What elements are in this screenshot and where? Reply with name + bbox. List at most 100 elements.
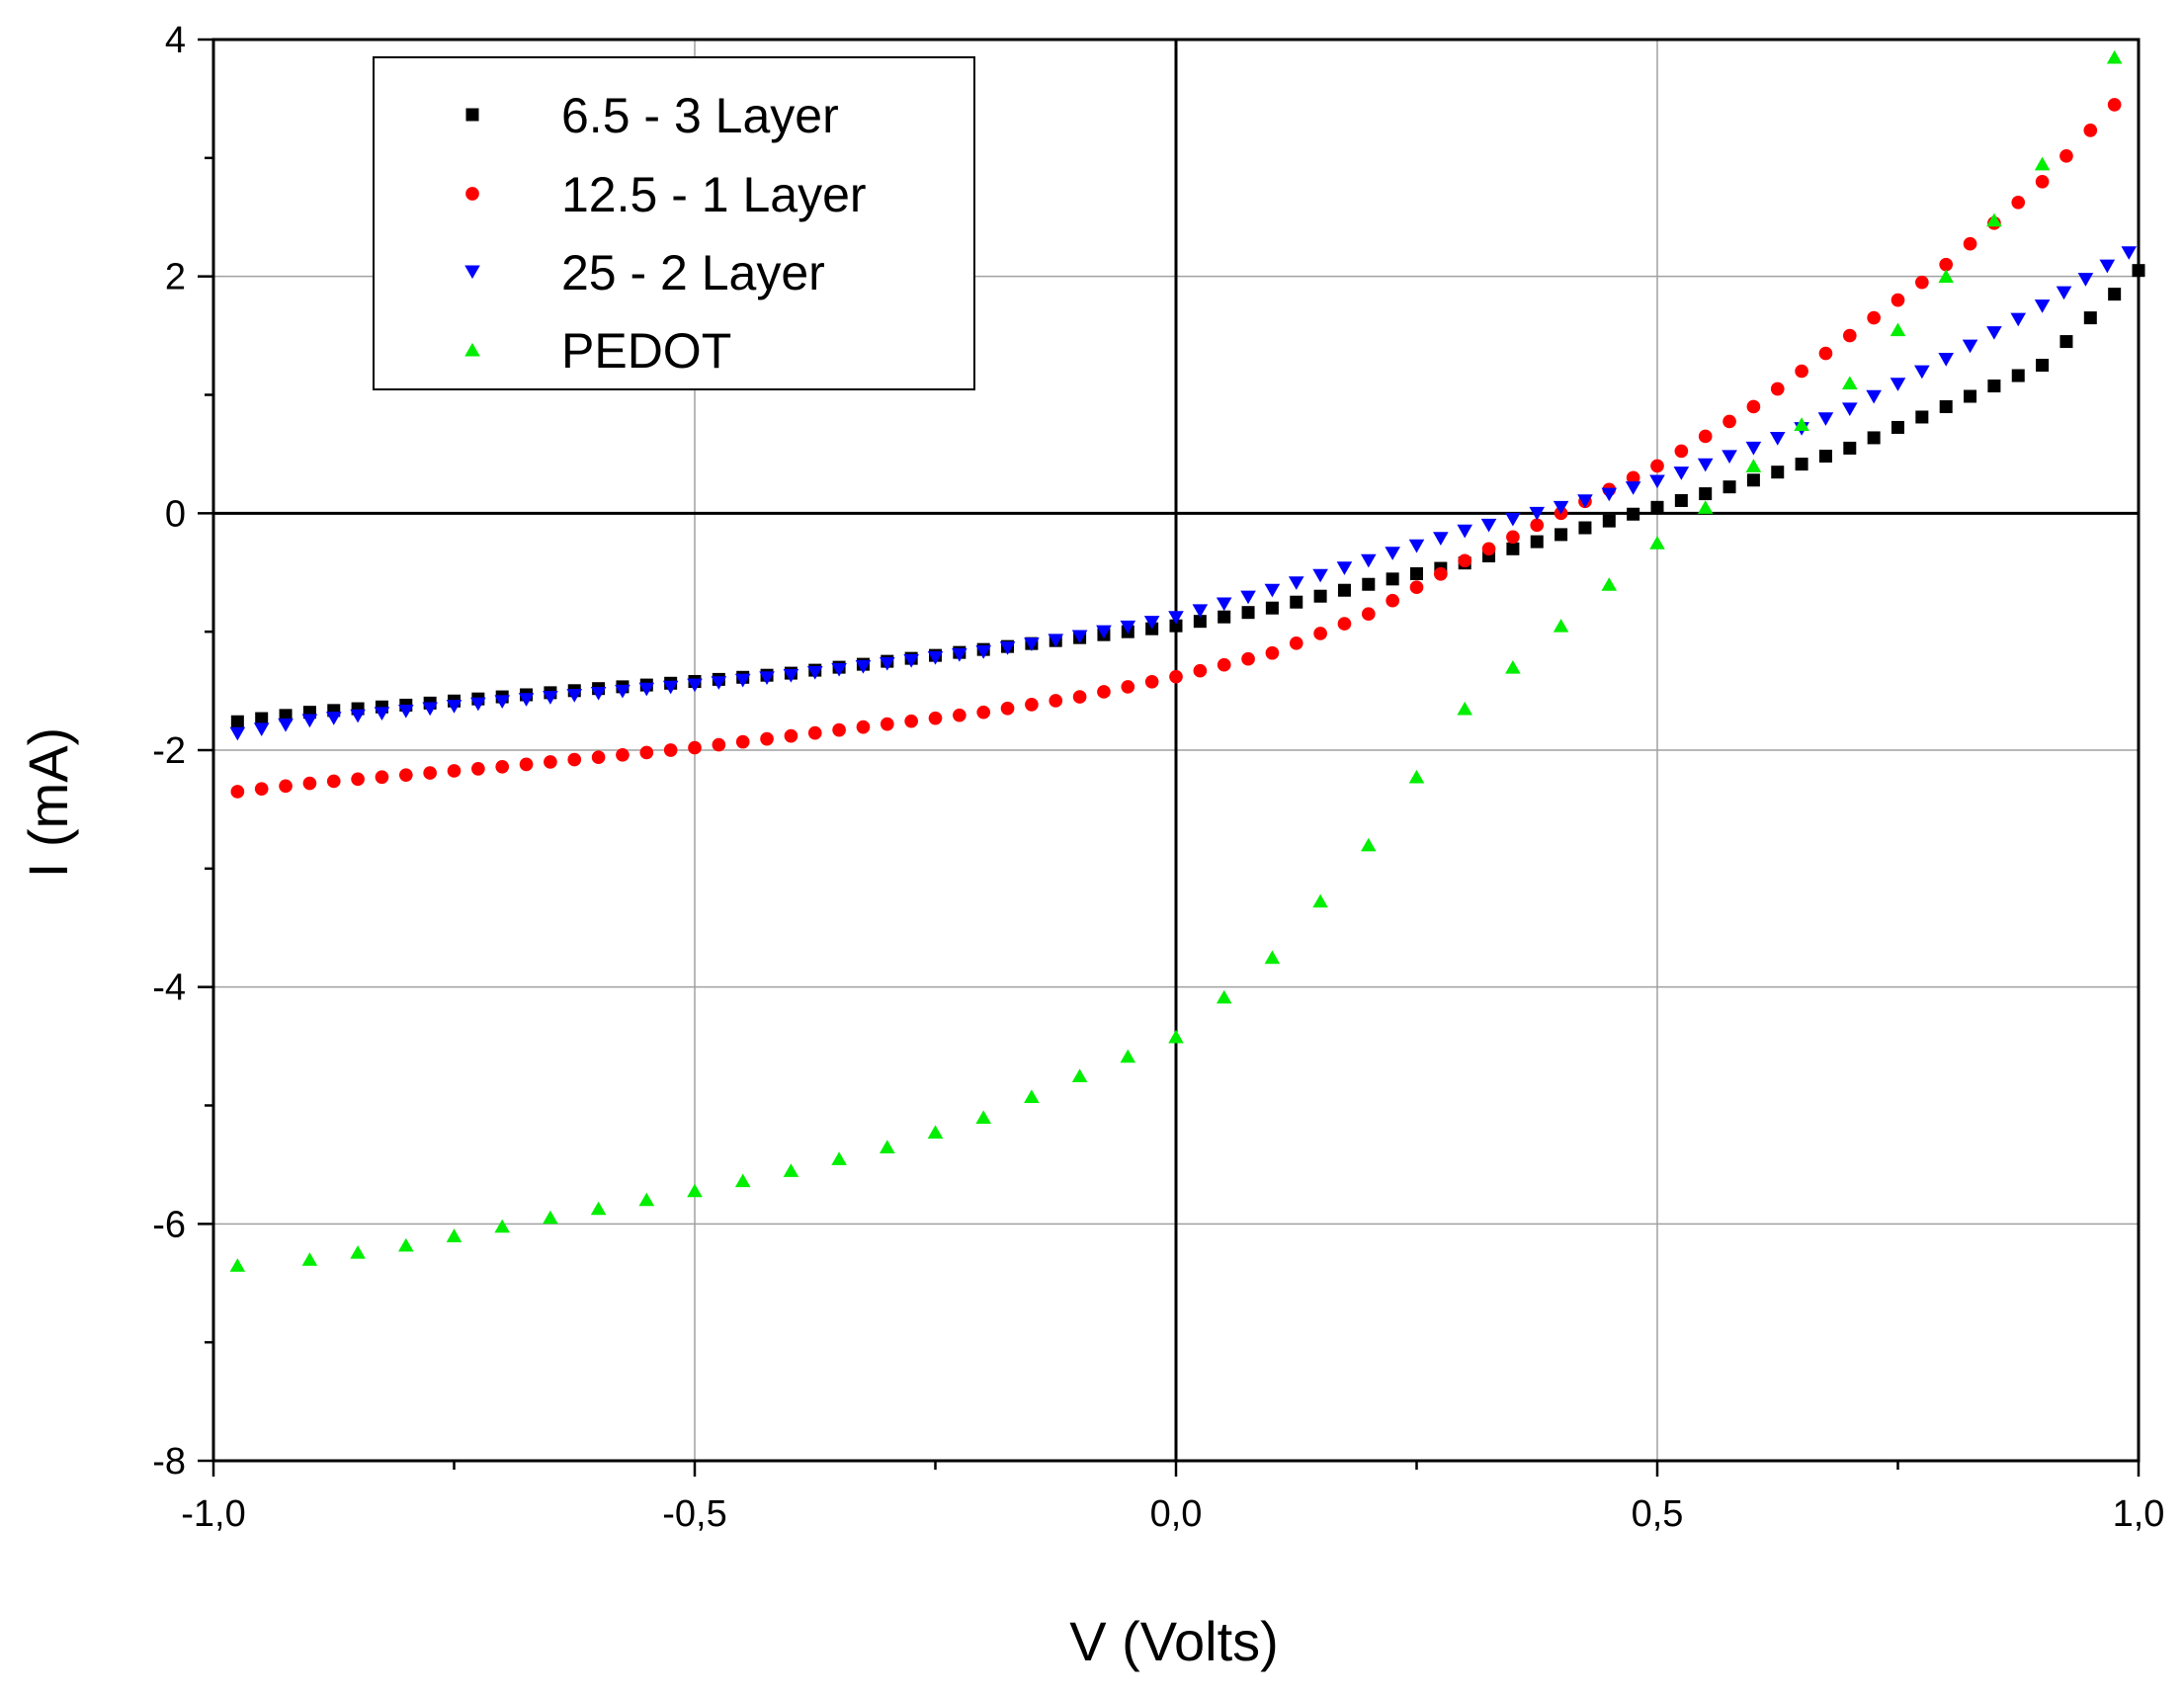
data-point <box>1408 539 1425 553</box>
data-point <box>880 657 895 671</box>
data-point <box>301 714 318 728</box>
data-point <box>350 709 366 723</box>
data-point <box>832 722 846 737</box>
data-point <box>1097 685 1111 699</box>
series-25-2-layer <box>229 246 2138 741</box>
data-point <box>470 697 486 712</box>
data-point <box>446 700 462 714</box>
data-point <box>1530 535 1544 549</box>
data-point <box>831 1151 847 1165</box>
data-point <box>734 673 751 688</box>
data-point <box>1962 339 1978 354</box>
data-point <box>1722 450 1737 464</box>
data-point <box>927 1125 944 1139</box>
data-point <box>1915 275 1929 290</box>
data-point <box>1096 625 1112 639</box>
data-point <box>543 691 558 705</box>
data-point <box>1265 601 1279 615</box>
data-point <box>591 750 606 765</box>
data-point <box>1169 669 1183 684</box>
data-point <box>1554 528 1568 542</box>
data-point <box>1771 466 1785 479</box>
data-point <box>1890 293 1905 307</box>
data-point <box>422 702 438 717</box>
data-point <box>783 1163 799 1177</box>
data-point <box>1939 399 1953 413</box>
data-point <box>1986 326 2002 340</box>
series-pedot <box>229 49 2123 1272</box>
data-point <box>1480 518 1497 533</box>
data-point <box>1168 611 1184 625</box>
data-point <box>1048 634 1064 648</box>
data-point <box>446 1229 462 1242</box>
data-point <box>1193 663 1208 678</box>
data-point <box>447 764 462 778</box>
data-point <box>1770 381 1785 396</box>
x-tick-label: 0,0 <box>1150 1493 1203 1535</box>
data-point <box>1457 524 1472 539</box>
data-point <box>1625 481 1641 495</box>
data-point <box>1288 576 1304 590</box>
data-point <box>519 757 534 772</box>
data-point <box>760 731 774 746</box>
data-point <box>904 714 918 728</box>
data-point <box>351 772 365 787</box>
data-point <box>1698 429 1713 444</box>
data-point <box>1602 514 1616 528</box>
data-point <box>1336 561 1353 575</box>
data-point <box>759 671 775 686</box>
data-point <box>638 682 655 697</box>
data-point <box>1312 568 1328 583</box>
y-tick-labels: -8 -6 -4 -2 0 2 4 <box>152 20 186 1483</box>
data-point <box>494 1219 510 1233</box>
data-point <box>1650 500 1664 514</box>
data-point <box>350 1244 366 1259</box>
data-point <box>1217 657 1231 672</box>
legend-label-12-5-1-layer: 12.5 - 1 Layer <box>561 167 867 222</box>
data-point <box>1553 500 1569 515</box>
series-12-5-1-layer <box>230 98 2122 799</box>
data-point <box>423 766 437 780</box>
data-point <box>1939 257 1954 272</box>
data-point <box>1049 694 1063 708</box>
data-point <box>1337 617 1352 631</box>
data-point <box>1337 583 1351 597</box>
data-point <box>1408 769 1425 784</box>
data-points <box>229 49 2145 1272</box>
legend-marker <box>464 342 480 357</box>
data-point <box>734 1173 751 1188</box>
data-point <box>494 695 510 710</box>
data-point <box>1891 420 1904 434</box>
data-point <box>325 712 342 725</box>
data-point <box>663 743 678 757</box>
data-point <box>1842 328 1857 343</box>
data-point <box>2034 299 2051 313</box>
data-point <box>856 720 871 734</box>
data-point <box>928 711 943 725</box>
data-point <box>1241 606 1255 620</box>
data-point <box>1769 432 1786 446</box>
data-point <box>953 708 966 722</box>
data-point <box>1577 494 1593 508</box>
data-point <box>1240 590 1256 605</box>
data-point <box>1505 659 1521 674</box>
data-point <box>1143 616 1160 630</box>
data-point <box>1458 553 1472 568</box>
legend-marker <box>465 187 479 201</box>
data-point <box>711 676 727 690</box>
data-point <box>1818 450 1832 464</box>
data-point <box>1794 417 1809 431</box>
data-point <box>1601 577 1618 591</box>
data-point <box>278 718 294 732</box>
data-point <box>1987 380 2001 393</box>
x-tick-label: -0,5 <box>662 1493 726 1535</box>
data-point <box>543 1210 558 1225</box>
data-point <box>374 707 390 721</box>
data-point <box>230 715 244 728</box>
data-point <box>975 645 991 659</box>
x-tick-label: 0,5 <box>1632 1493 1684 1535</box>
data-point <box>1290 595 1303 609</box>
data-point <box>1650 459 1664 473</box>
data-point <box>1120 1049 1136 1063</box>
data-point <box>639 745 654 760</box>
